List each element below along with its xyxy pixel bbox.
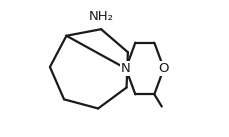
Text: NH₂: NH₂ [88,10,113,23]
Text: O: O [158,62,168,75]
Text: N: N [120,62,130,75]
